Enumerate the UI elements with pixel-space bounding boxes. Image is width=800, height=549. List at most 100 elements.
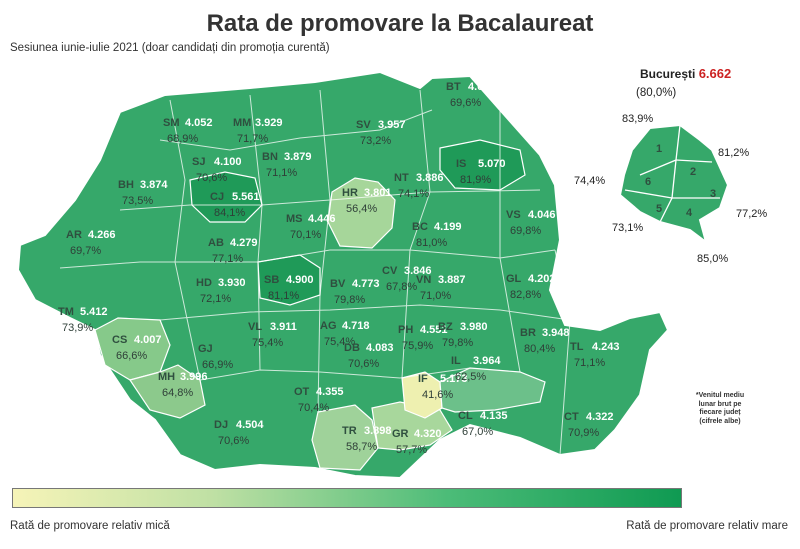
county-pass-rate: 79,8% <box>442 337 473 349</box>
county-pass-rate: 69,7% <box>70 245 101 257</box>
sector-number: 3 <box>710 188 716 200</box>
legend-low-label: Rată de promovare relativ mică <box>10 520 170 532</box>
county-code: TR <box>342 425 357 437</box>
county-pass-rate: 74,1% <box>398 188 429 200</box>
sector-5: 5 73,1% <box>612 203 662 234</box>
county-code: SV <box>356 119 371 131</box>
county-code: CV <box>382 265 398 277</box>
county-code: MS <box>286 213 303 225</box>
county-mm: MM 3.929 71,7% <box>233 117 283 145</box>
county-income: 4.046 <box>528 209 556 221</box>
county-income: 3.887 <box>438 274 466 286</box>
county-code: PH <box>398 324 413 336</box>
county-pass-rate: 67,0% <box>462 426 493 438</box>
county-br: BR 3.948 80,4% <box>520 327 570 355</box>
county-income: 3.929 <box>255 117 283 129</box>
county-ot: OT 4.355 70,4% <box>294 386 344 414</box>
county-income: 4.718 <box>342 320 370 332</box>
county-pass-rate: 79,8% <box>334 294 365 306</box>
county-income: 4.243 <box>592 341 620 353</box>
county-code: CT <box>564 411 579 423</box>
county-hr: HR 3.801 56,4% <box>342 187 392 215</box>
county-income: 3.846 <box>404 265 432 277</box>
county-code: HD <box>196 277 212 289</box>
county-income: 3.874 <box>140 179 168 191</box>
county-code: DJ <box>214 419 228 431</box>
county-code: MM <box>233 117 251 129</box>
county-nt: NT 3.886 74,1% <box>394 172 444 200</box>
county-pass-rate: 70,6% <box>348 358 379 370</box>
sector-number: 5 <box>656 203 662 215</box>
sector-pass-rate: 83,9% <box>622 113 653 125</box>
county-code: BR <box>520 327 536 339</box>
county-income: 3.996 <box>180 371 208 383</box>
county-pass-rate: 70,4% <box>298 402 329 414</box>
county-code: IL <box>451 355 461 367</box>
county-il: IL 3.964 62,5% <box>451 355 501 383</box>
county-income: 4.100 <box>214 156 242 168</box>
county-income: 5.173 <box>440 373 468 385</box>
legend-high-label: Rată de promovare relativ mare <box>626 520 788 532</box>
county-pass-rate: 64,8% <box>162 387 193 399</box>
county-income: 3.930 <box>218 277 246 289</box>
county-code: BT <box>446 81 461 93</box>
county-pass-rate: 70,6% <box>218 435 249 447</box>
county-pass-rate: 62,5% <box>455 371 486 383</box>
county-income: 4.322 <box>586 411 614 423</box>
county-gr: GR 4.320 57,7% <box>392 428 442 456</box>
county-pass-rate: 71,0% <box>420 290 451 302</box>
county-income: 3.957 <box>378 119 406 131</box>
county-income: 5.070 <box>478 158 506 170</box>
bucuresti-pct: (80,0%) <box>636 87 677 99</box>
sector-pass-rate: 77,2% <box>736 208 767 220</box>
county-pass-rate: 73,5% <box>122 195 153 207</box>
county-is: IS 5.070 81,9% <box>456 158 506 186</box>
county-pass-rate: 70,6% <box>196 172 227 184</box>
county-code: GR <box>392 428 409 440</box>
county-code: BZ <box>438 321 453 333</box>
county-income: 4.355 <box>316 386 344 398</box>
county-income: 4.202 <box>528 273 556 285</box>
county-sm: SM 4.052 68,9% <box>163 117 213 145</box>
county-income: 5.561 <box>232 191 260 203</box>
county-pass-rate: 69,8% <box>510 225 541 237</box>
county-bn: BN 3.879 71,1% <box>262 151 312 179</box>
county-bv: BV 4.773 79,8% <box>330 278 380 306</box>
county-code: VN <box>416 274 431 286</box>
county-sb: SB 4.900 81,1% <box>264 274 314 302</box>
county-cl: CL 4.135 67,0% <box>458 410 508 438</box>
county-income: 4.067 <box>468 81 496 93</box>
county-code: MH <box>158 371 175 383</box>
county-income: 3.898 <box>364 425 392 437</box>
county-income: 4.083 <box>366 342 394 354</box>
legend-color-bar <box>12 488 682 508</box>
county-ct: CT 4.322 70,9% <box>564 411 614 439</box>
sector-number: 1 <box>656 143 662 155</box>
county-code: VS <box>506 209 521 221</box>
county-pass-rate: 56,4% <box>346 203 377 215</box>
bucuresti-value: 6.662 <box>698 66 732 81</box>
county-region-mh <box>129 364 206 419</box>
county-income: 4.199 <box>434 221 462 233</box>
county-labels: BT 4.067 69,6% SM 4.052 68,9% MM 3.929 71,7% SV 3.… <box>58 81 620 456</box>
county-dj: DJ 4.504 70,6% <box>214 419 264 447</box>
bucuresti-sector-labels: 1 83,9% 2 81,2% 3 77,2% 4 85,0% 5 73,1% 6 74,4% <box>574 113 767 265</box>
county-bt: BT 4.067 69,6% <box>446 81 496 109</box>
county-pass-rate: 67,8% <box>386 281 417 293</box>
sector-pass-rate: 73,1% <box>612 222 643 234</box>
county-pass-rate: 57,7% <box>396 444 427 456</box>
county-income: 3.801 <box>364 187 392 199</box>
county-code: CS <box>112 334 127 346</box>
county-pass-rate: 71,1% <box>266 167 297 179</box>
county-income: 3.964 <box>473 355 501 367</box>
sector-pass-rate: 85,0% <box>697 253 728 265</box>
county-region-is <box>439 139 526 191</box>
county-income: 4.551 <box>420 324 448 336</box>
county-vn: VN 3.887 71,0% <box>416 274 466 302</box>
county-ab: AB 4.279 77,1% <box>208 237 258 265</box>
county-code: SJ <box>192 156 205 168</box>
county-pass-rate: 75,4% <box>252 337 283 349</box>
county-pass-rate: 66,6% <box>116 350 147 362</box>
county-code: VL <box>248 321 262 333</box>
